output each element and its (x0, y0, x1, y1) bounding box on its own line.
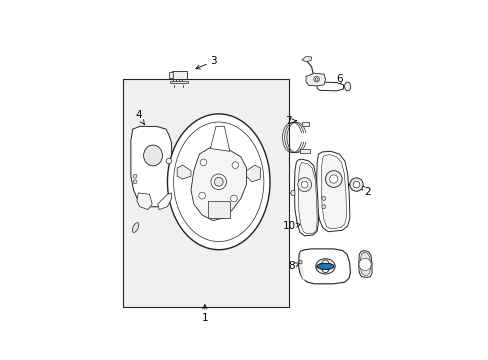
Ellipse shape (315, 259, 334, 274)
Polygon shape (131, 126, 174, 207)
Text: 5: 5 (362, 253, 370, 266)
Polygon shape (299, 252, 304, 282)
Circle shape (301, 181, 307, 188)
Polygon shape (210, 126, 229, 151)
Ellipse shape (167, 114, 269, 250)
Text: 7: 7 (285, 116, 296, 126)
Polygon shape (360, 252, 370, 275)
Text: 6: 6 (335, 74, 342, 87)
Circle shape (358, 258, 370, 270)
Polygon shape (290, 190, 294, 195)
Polygon shape (158, 193, 171, 210)
Polygon shape (301, 122, 308, 126)
Text: 10: 10 (283, 221, 300, 231)
Polygon shape (137, 193, 152, 210)
Circle shape (232, 162, 238, 168)
Circle shape (214, 177, 223, 186)
Circle shape (297, 177, 311, 192)
Polygon shape (301, 57, 311, 62)
Circle shape (210, 174, 226, 190)
Circle shape (352, 181, 359, 188)
Text: 2: 2 (360, 186, 370, 197)
Polygon shape (298, 162, 317, 234)
Circle shape (325, 171, 342, 187)
Polygon shape (246, 165, 260, 182)
Polygon shape (305, 73, 325, 86)
Bar (123, 79, 289, 307)
Circle shape (133, 180, 137, 184)
Polygon shape (191, 146, 246, 221)
Text: 9: 9 (348, 180, 358, 190)
Text: 4: 4 (135, 110, 144, 125)
Polygon shape (298, 249, 350, 284)
Text: 1: 1 (201, 305, 208, 324)
FancyBboxPatch shape (170, 81, 187, 83)
Circle shape (166, 158, 171, 164)
Circle shape (315, 78, 317, 81)
Ellipse shape (132, 222, 139, 233)
Circle shape (329, 175, 337, 183)
Polygon shape (358, 251, 371, 278)
Polygon shape (316, 151, 349, 232)
Polygon shape (207, 201, 229, 218)
Circle shape (230, 195, 237, 202)
Circle shape (298, 261, 302, 264)
Text: 3: 3 (196, 56, 217, 69)
Circle shape (133, 174, 137, 178)
Circle shape (321, 205, 325, 209)
Circle shape (349, 178, 363, 191)
Circle shape (200, 159, 206, 166)
Polygon shape (321, 155, 346, 229)
Polygon shape (294, 159, 318, 236)
Circle shape (198, 192, 205, 199)
Ellipse shape (143, 145, 162, 166)
Polygon shape (177, 165, 191, 179)
Ellipse shape (344, 82, 350, 91)
Text: 8: 8 (288, 261, 299, 271)
FancyBboxPatch shape (169, 72, 172, 78)
Polygon shape (317, 82, 343, 91)
Ellipse shape (173, 122, 264, 242)
Circle shape (313, 76, 319, 82)
Ellipse shape (316, 263, 333, 269)
Polygon shape (299, 149, 309, 153)
Circle shape (321, 197, 325, 201)
Ellipse shape (321, 260, 329, 273)
FancyBboxPatch shape (171, 72, 186, 79)
